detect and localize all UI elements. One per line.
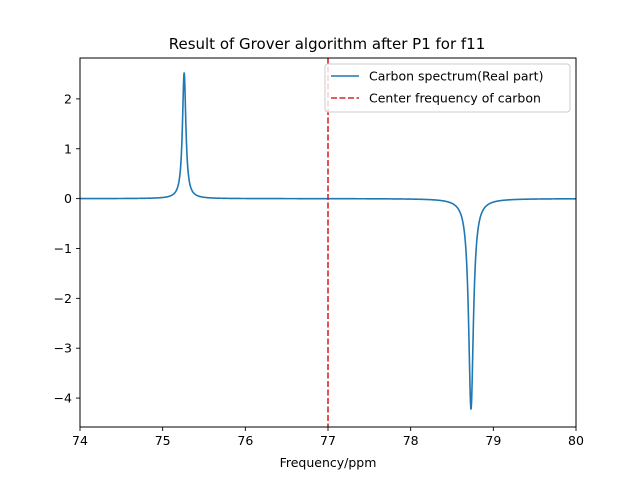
y-tick-label: −3	[54, 341, 72, 356]
chart-title: Result of Grover algorithm after P1 for …	[169, 35, 486, 53]
legend-box	[324, 63, 571, 113]
legend-label-spectrum: Carbon spectrum(Real part)	[369, 69, 543, 84]
x-tick-label: 76	[237, 433, 253, 448]
y-tick-label: −1	[54, 241, 72, 256]
y-tick-label: −4	[54, 391, 72, 406]
x-tick-label: 75	[155, 433, 171, 448]
x-axis-label: Frequency/ppm	[280, 455, 377, 470]
legend: Carbon spectrum(Real part) Center freque…	[324, 63, 571, 113]
y-tick-label: 1	[64, 141, 72, 156]
y-axis: −4 −3 −2 −1 0 1 2	[54, 91, 80, 406]
plot-area	[79, 58, 577, 427]
legend-label-center-frequency: Center frequency of carbon	[369, 91, 541, 106]
y-tick-label: 2	[64, 91, 72, 106]
y-tick-label: 0	[64, 191, 72, 206]
x-tick-label: 77	[320, 433, 336, 448]
x-tick-label: 80	[568, 433, 584, 448]
x-axis: 74 75 76 77 78 79 80	[72, 427, 584, 448]
x-tick-label: 78	[403, 433, 419, 448]
x-tick-label: 79	[485, 433, 501, 448]
y-tick-label: −2	[54, 291, 72, 306]
x-tick-label: 74	[72, 433, 88, 448]
